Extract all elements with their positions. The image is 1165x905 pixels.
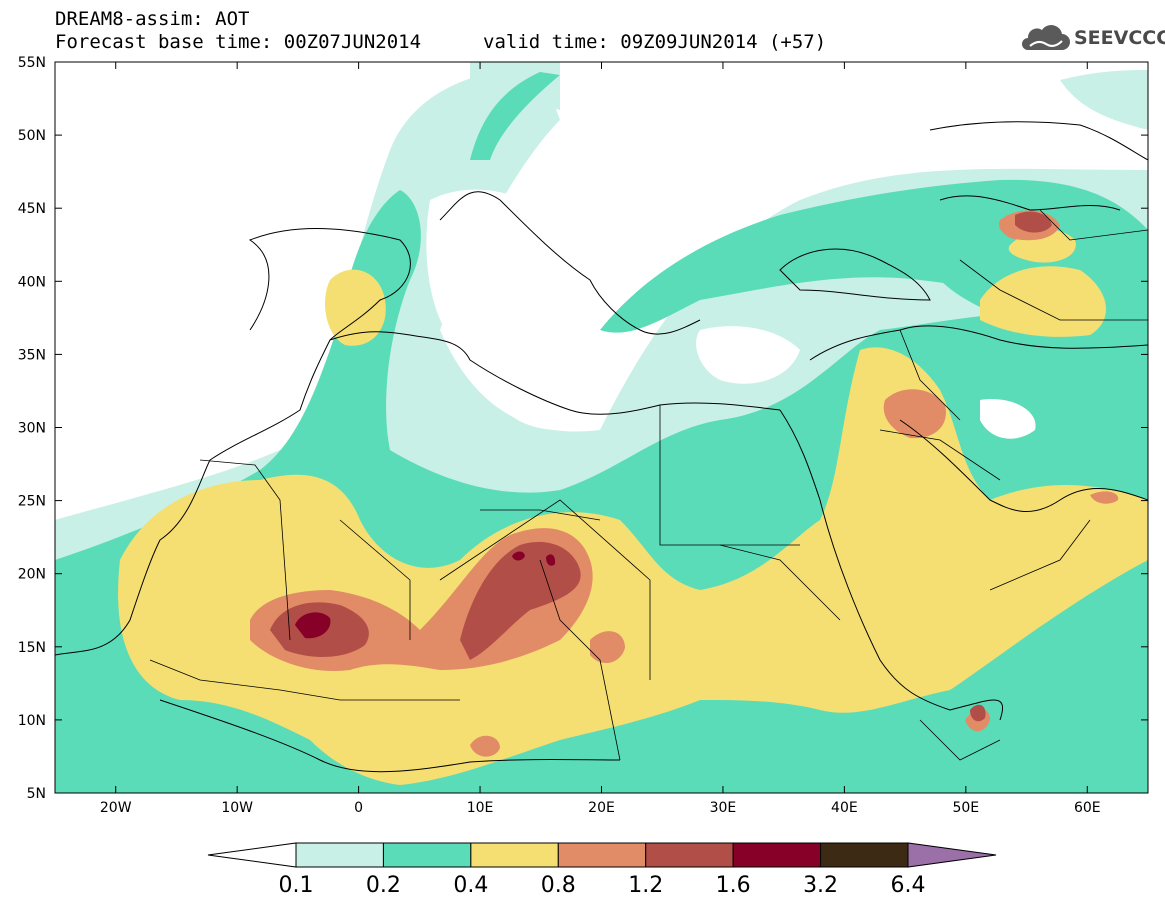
colorbar-over-triangle [907,842,997,868]
lat-label: 5N [27,786,46,802]
country-borders [149,209,1148,761]
lat-label: 25N [18,494,46,510]
lat-label: 30N [18,421,46,437]
lon-label: 0 [354,800,363,816]
lat-label: 10N [18,713,46,729]
base-time: Forecast base time: 00Z07JUN2014 [55,31,422,53]
lat-label: 20N [18,567,46,583]
lon-axis: 20W 10W 0 10E 20E 30E 40E 50E 60E [100,62,1101,816]
colorbar-label: 0.1 [279,873,314,898]
colorbar-label: 0.8 [541,873,576,898]
lon-label: 30E [710,800,737,816]
map-title: DREAM8-assim: AOT [55,8,250,30]
colorbar-label: 0.4 [453,873,488,898]
forecast-time-line: Forecast base time: 00Z07JUN2014 valid ti… [55,31,826,53]
colorbar-swatch [732,842,822,868]
lat-label: 50N [18,128,46,144]
colorbar-swatch [470,842,559,868]
colorbar-label: 0.2 [366,873,401,898]
logo-text: SEEVCCC [1074,27,1165,49]
lon-label: 10W [221,800,253,816]
colorbar-label: 3.2 [803,873,838,898]
lat-label: 35N [18,347,46,363]
lon-label: 40E [831,800,858,816]
colorbar-under-triangle [207,842,297,868]
coastlines [55,121,1148,773]
aot-layer-0.4-0.8 [118,229,1148,785]
lon-label: 60E [1074,800,1101,816]
map-plot-area [55,62,1148,793]
colorbar-swatch [645,842,734,868]
colorbar-label: 6.4 [891,873,926,898]
lon-label: 20W [100,800,132,816]
valid-time: valid time: 09Z09JUN2014 (+57) [483,31,827,53]
colorbar-swatch [557,842,647,868]
aot-layer-1.6-3.2 [295,551,556,639]
lat-label: 45N [18,201,46,217]
lat-label: 55N [18,55,46,71]
seevccc-logo: SEEVCCC [1018,22,1165,56]
lat-label: 15N [18,640,46,656]
aot-clear-areas [260,66,1036,439]
lon-label: 50E [952,800,979,816]
lat-label: 40N [18,274,46,290]
colorbar: 0.1 0.2 0.4 0.8 1.2 1.6 3.2 6.4 [207,842,997,898]
colorbar-swatch [820,842,909,868]
cloud-icon [1022,25,1070,50]
colorbar-swatch [295,842,384,868]
colorbar-label: 1.2 [628,873,663,898]
lon-label: 20E [588,800,615,816]
colorbar-swatch [382,842,472,868]
lon-label: 10E [467,800,494,816]
colorbar-label: 1.6 [716,873,751,898]
lat-axis: 55N 50N 45N 40N 35N 30N 25N 20N 15N 10N 5N [18,55,1148,802]
